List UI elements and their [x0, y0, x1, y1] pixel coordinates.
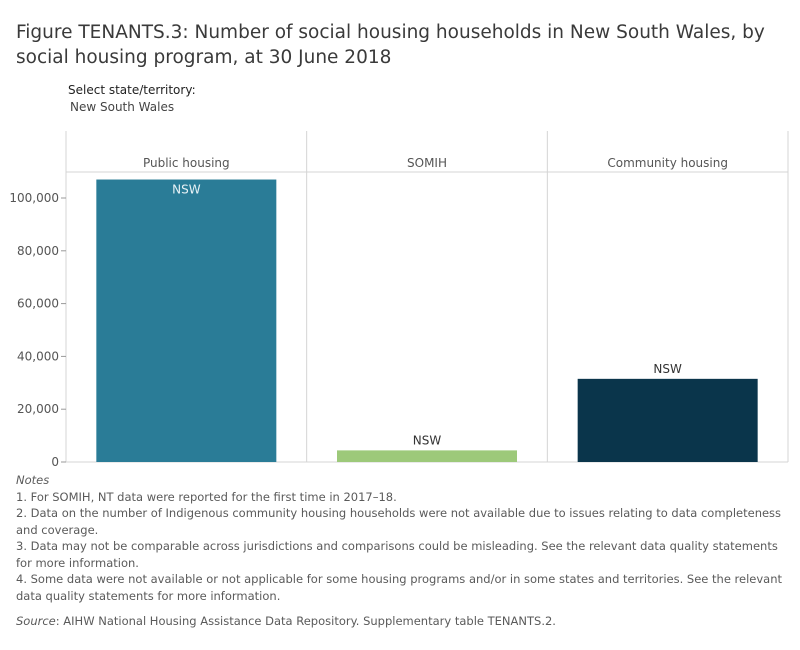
y-tick-label: 20,000: [17, 402, 59, 416]
bar-label-2: NSW: [413, 433, 442, 447]
notes-heading: Notes: [16, 473, 50, 487]
chart-title: Figure TENANTS.3: Number of social housi…: [16, 22, 765, 68]
filter-label: Select state/territory:: [68, 83, 196, 97]
bar-label-3: NSW: [653, 362, 682, 376]
bar-chart: Public housing SOMIH Community housing 0 20…: [9, 131, 789, 469]
source-line: Source: AIHW National Housing Assistance…: [16, 613, 791, 630]
source-text: : AIHW National Housing Assistance Data …: [55, 614, 556, 628]
y-tick-label: 100,000: [9, 191, 59, 205]
filter-value[interactable]: New South Wales: [70, 100, 175, 114]
note-3: 3. Data may not be comparable across jur…: [16, 539, 778, 570]
bars: [96, 179, 758, 462]
y-tick-label: 80,000: [17, 244, 59, 258]
bar-3: [577, 378, 758, 462]
bar-1: [96, 179, 277, 462]
note-2: 2. Data on the number of Indigenous comm…: [16, 506, 782, 537]
notes-section: Notes 1. For SOMIH, NT data were reporte…: [16, 472, 791, 630]
panel-header-3: Community housing: [607, 156, 728, 170]
y-tick-label: 0: [51, 455, 59, 469]
note-4: 4. Some data were not available or not a…: [16, 572, 783, 603]
y-axis: 0 20,000 40,000 60,000 80,000 100,000: [9, 191, 66, 469]
panel-header-1: Public housing: [143, 156, 230, 170]
note-1: 1. For SOMIH, NT data were reported for …: [16, 489, 397, 504]
source-label: Source: [16, 614, 56, 628]
panel-headers: Public housing SOMIH Community housing: [143, 156, 728, 170]
y-tick-label: 60,000: [17, 297, 59, 311]
bar-label-1: NSW: [172, 183, 201, 197]
bar-labels: NSW NSW NSW: [172, 183, 682, 448]
y-tick-label: 40,000: [17, 349, 59, 363]
bar-2: [337, 450, 517, 462]
panel-header-2: SOMIH: [407, 156, 447, 170]
